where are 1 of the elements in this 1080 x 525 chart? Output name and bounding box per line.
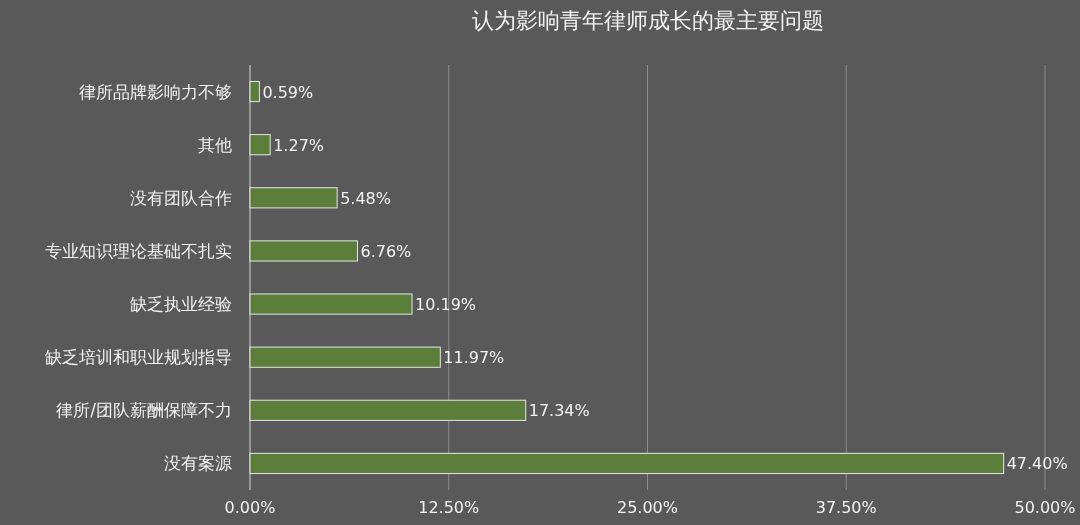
title: 认为影响青年律师成长的最主要问题: [472, 8, 824, 33]
